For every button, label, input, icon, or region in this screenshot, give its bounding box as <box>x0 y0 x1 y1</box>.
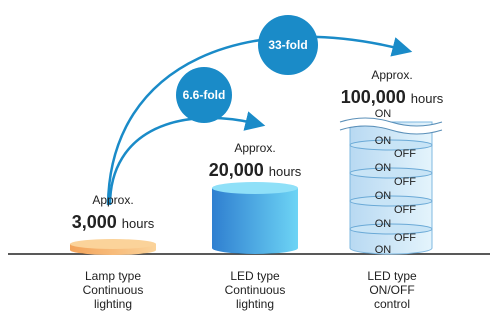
state-label: OFF <box>394 204 416 216</box>
type-label: lighting <box>94 297 132 311</box>
state-label: OFF <box>394 232 416 244</box>
hours: 3,000 hours <box>72 212 155 232</box>
unit: hours <box>411 91 444 106</box>
hours: 20,000 hours <box>209 160 302 180</box>
approx: Approx. <box>92 193 133 207</box>
hours: 100,000 hours <box>341 87 444 107</box>
type-label: LED type <box>367 269 417 283</box>
cylinder-top <box>212 182 298 194</box>
unit: hours <box>269 164 302 179</box>
type-label: Lamp type <box>85 269 141 283</box>
diagram: 6.6-fold 33-fold Approx. 3,000 hours App… <box>0 0 496 316</box>
unit: hours <box>122 216 155 231</box>
type-label: Continuous <box>83 283 144 297</box>
state-label: ON <box>375 190 392 202</box>
state-label: OFF <box>394 148 416 160</box>
cylinder <box>212 188 298 254</box>
badge-text: 33-fold <box>268 38 307 52</box>
value: 20,000 <box>209 160 264 180</box>
type-label: LED type <box>230 269 280 283</box>
value: 3,000 <box>72 212 117 232</box>
state-label: OFF <box>394 176 416 188</box>
approx: Approx. <box>234 141 275 155</box>
type-label: Continuous <box>225 283 286 297</box>
state-label: ON <box>375 244 392 256</box>
value: 100,000 <box>341 87 406 107</box>
type-label: control <box>374 297 410 311</box>
badge-text: 6.6-fold <box>183 88 226 102</box>
type-label: lighting <box>236 297 274 311</box>
state-label: ON <box>375 135 392 147</box>
state-label: ON <box>375 108 392 120</box>
lamp-disk-top <box>70 239 156 249</box>
approx: Approx. <box>371 68 412 82</box>
type-label: ON/OFF <box>369 283 414 297</box>
state-label: ON <box>375 218 392 230</box>
state-label: ON <box>375 162 392 174</box>
